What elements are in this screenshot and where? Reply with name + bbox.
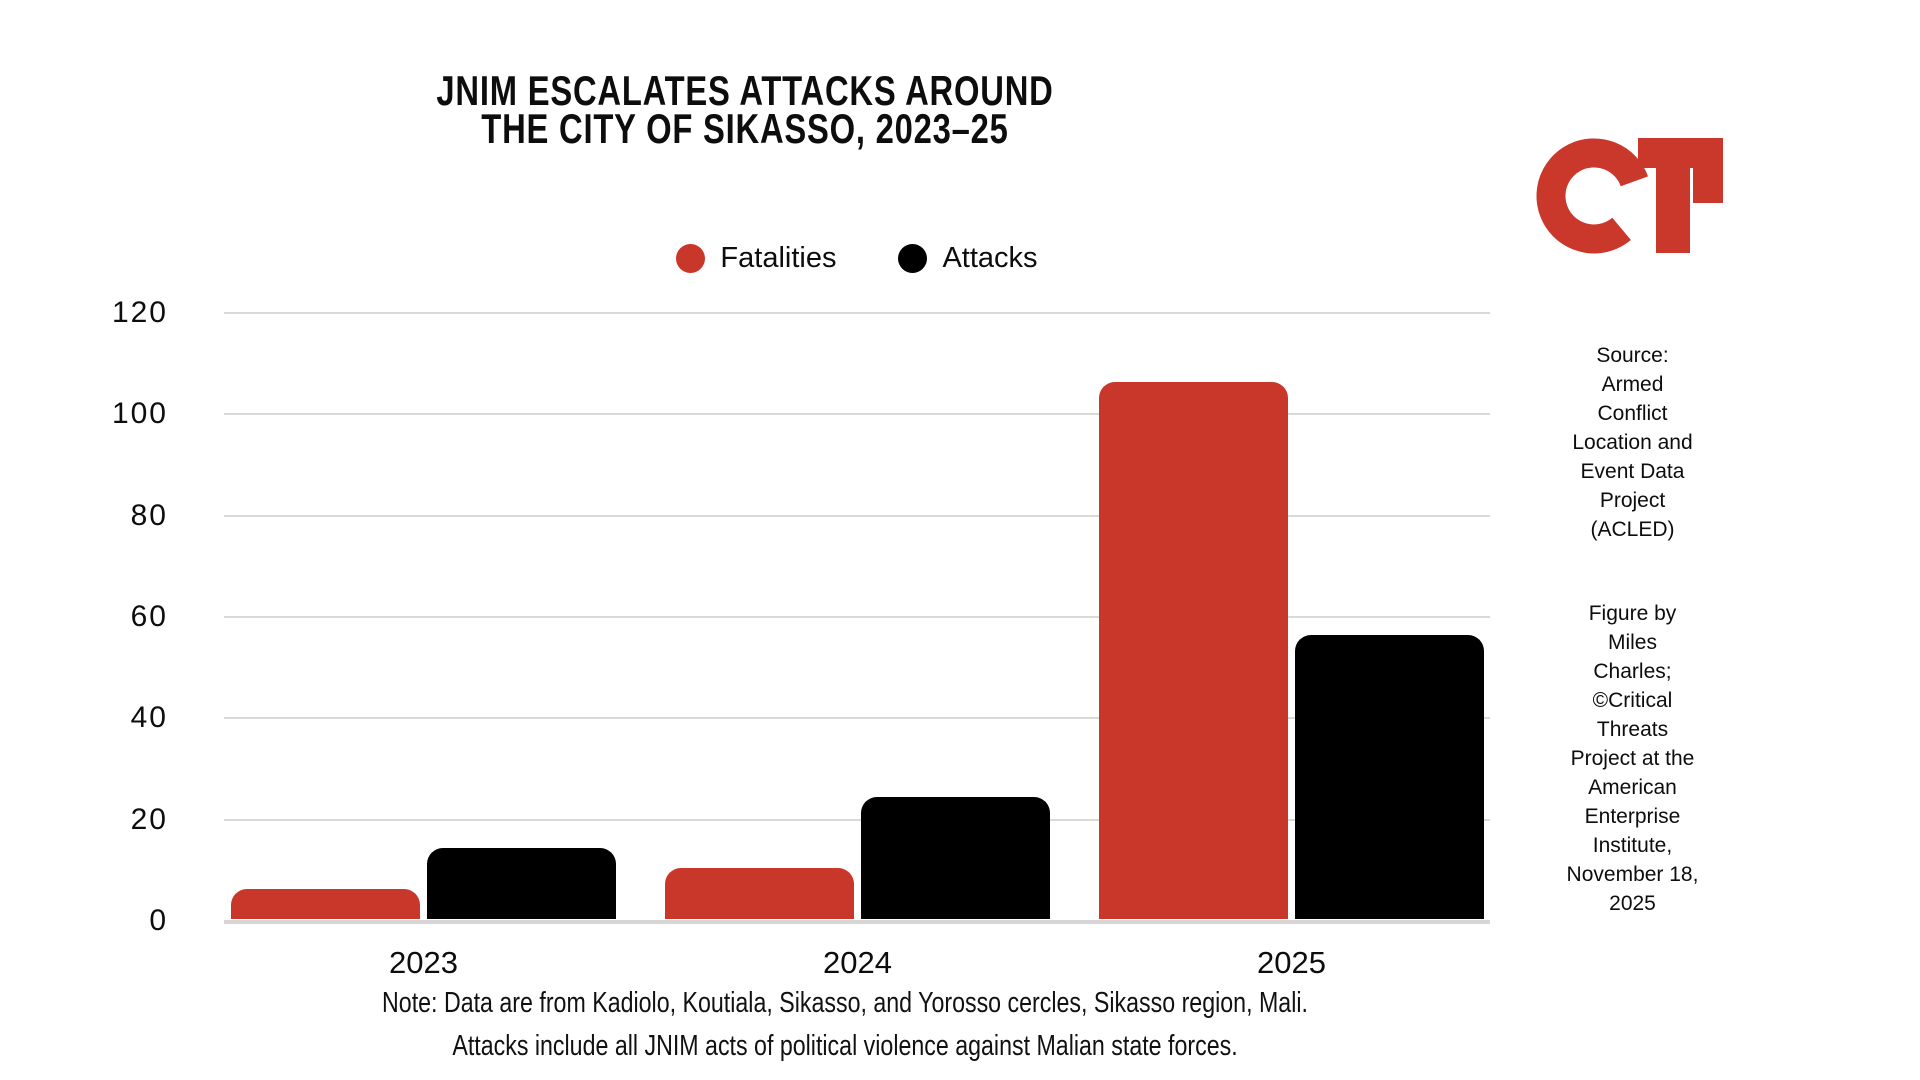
source-line: Location and	[1572, 431, 1693, 454]
ct-logo-glyphs	[1536, 138, 1723, 254]
credit-line: 2025	[1609, 892, 1656, 915]
source-line: Event Data	[1580, 460, 1685, 483]
figure-credit: Figure by Miles Charles; ©Critical Threa…	[1540, 599, 1725, 918]
credit-line: ©Critical	[1592, 689, 1673, 712]
legend-item-attacks: Attacks	[898, 241, 1038, 275]
credit-line: Enterprise	[1584, 805, 1681, 828]
bar-fatalities-2024	[665, 868, 854, 919]
plot-area: 2023 2024 2025	[224, 312, 1490, 980]
credit-line: Threats	[1596, 718, 1669, 741]
bar-attacks-2025	[1295, 635, 1484, 919]
source-attribution: Source: Armed Conflict Location and Even…	[1540, 341, 1725, 544]
y-tick-label-80: 80	[130, 498, 168, 532]
x-axis-label-2025: 2025	[1257, 945, 1326, 980]
y-axis: 0 20 40 60 80 100 120	[0, 296, 168, 937]
y-tick-label-20: 20	[130, 802, 168, 836]
legend: Fatalities Attacks	[224, 240, 1490, 276]
y-tick-label-120: 120	[111, 296, 168, 329]
y-tick-label-60: 60	[130, 600, 168, 633]
source-line: Project	[1599, 489, 1666, 512]
bar-fatalities-2023	[231, 888, 420, 919]
gridline-60	[224, 616, 1490, 618]
credit-line: Miles	[1607, 631, 1657, 654]
footnote-line-2: Attacks include all JNIM acts of politic…	[452, 1030, 1238, 1062]
credit-line: Charles;	[1593, 660, 1672, 683]
fatalities-dot-icon	[676, 243, 706, 273]
footnote-line-1: Note: Data are from Kadiolo, Koutiala, S…	[382, 987, 1308, 1019]
gridline-40	[224, 717, 1490, 720]
legend-label-fatalities: Fatalities	[720, 241, 837, 274]
y-tick-label-40: 40	[130, 701, 168, 735]
gridline-0	[224, 920, 1490, 924]
chart-title-line-1: JNIM ESCALATES ATTACKS AROUND	[436, 67, 1054, 114]
y-tick-label-0: 0	[149, 904, 168, 937]
gridline-20	[224, 818, 1490, 821]
gridline-120	[224, 312, 1490, 314]
credit-line: American	[1588, 776, 1677, 799]
bar-attacks-2024	[861, 797, 1050, 919]
y-tick-label-100: 100	[111, 397, 168, 431]
source-line: Conflict	[1597, 402, 1668, 425]
source-line: Source:	[1596, 344, 1669, 367]
attacks-dot-icon	[898, 243, 928, 273]
chart-title-line-2: THE CITY OF SIKASSO, 2023–25	[481, 105, 1009, 152]
credit-line: November 18,	[1566, 863, 1699, 886]
footnotes: Note: Data are from Kadiolo, Koutiala, S…	[0, 982, 1690, 1068]
critical-threats-ct-logo	[1536, 138, 1723, 254]
legend-label-attacks: Attacks	[942, 241, 1038, 274]
x-axis-label-2023: 2023	[389, 945, 458, 980]
bar-fatalities-2025	[1099, 381, 1288, 919]
legend-item-fatalities: Fatalities	[676, 242, 836, 275]
credit-line: Figure by	[1588, 602, 1677, 625]
credit-line: Institute,	[1592, 834, 1673, 857]
gridline-80	[224, 514, 1490, 517]
chart-title: JNIM ESCALATES ATTACKS AROUND THE CITY O…	[0, 67, 1490, 152]
x-axis-label-2024: 2024	[823, 945, 892, 980]
credit-line: Project at the	[1570, 747, 1695, 770]
gridline-100	[224, 413, 1490, 416]
source-line: Armed	[1601, 373, 1664, 396]
bar-attacks-2023	[427, 848, 616, 919]
source-line: (ACLED)	[1590, 518, 1675, 541]
